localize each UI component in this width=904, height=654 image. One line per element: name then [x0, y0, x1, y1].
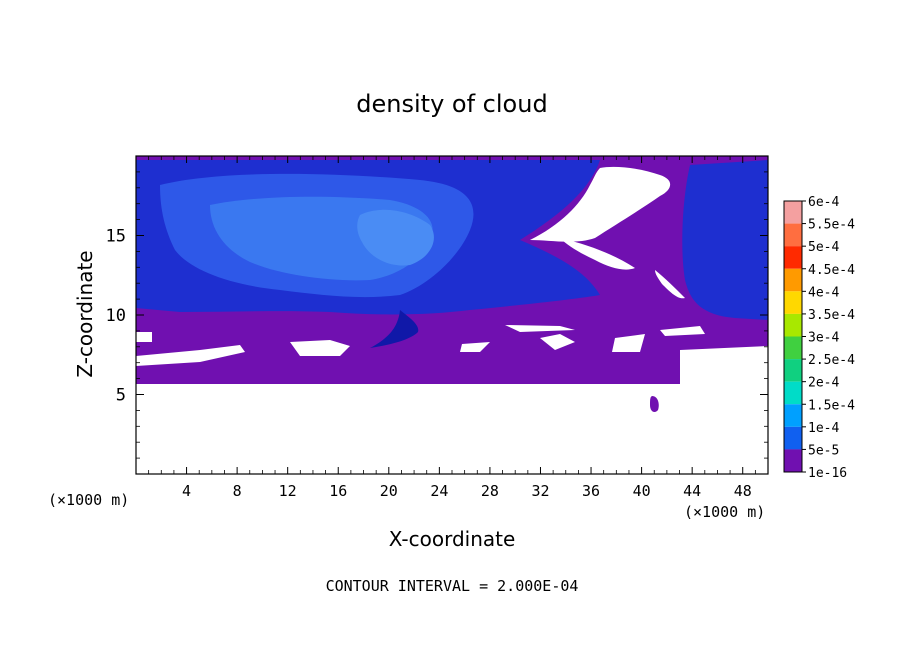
colorbar-label: 4.5e-4 [808, 263, 855, 278]
x-tick-label: 8 [233, 482, 242, 500]
colorbar-label: 1e-4 [808, 421, 839, 436]
white-patch-mid [290, 334, 645, 356]
x-tick-label: 4 [182, 482, 191, 500]
white-patch-right [505, 325, 768, 384]
x-tick-label: 12 [279, 482, 297, 500]
colorbar-swatch [784, 381, 802, 405]
colorbar-label: 5.5e-4 [808, 218, 855, 233]
y-tick-label: 15 [106, 227, 126, 247]
colorbar-swatch [784, 359, 802, 382]
x-axis-ticks: 4 8 12 16 20 24 28 32 36 40 44 48 [148, 156, 756, 500]
colorbar-label: 2.5e-4 [808, 353, 855, 368]
colorbar-swatch [784, 449, 802, 472]
colorbar-swatch [784, 404, 802, 427]
colorbar-swatch [784, 201, 802, 224]
colorbar-label: 1e-16 [808, 466, 847, 481]
x-tick-label: 24 [430, 482, 448, 500]
y-axis-ticks: 5 10 15 [106, 171, 768, 459]
contour-interval-footer: CONTOUR INTERVAL = 2.000E-04 [326, 577, 579, 595]
colorbar-label: 1.5e-4 [808, 398, 855, 413]
blue-cloud-right [682, 160, 768, 320]
chart-title: density of cloud [356, 90, 547, 118]
x-tick-label: 32 [531, 482, 549, 500]
y-tick-label: 10 [106, 306, 126, 326]
colorbar-swatch [784, 426, 802, 450]
colorbar-label: 5e-4 [808, 240, 839, 255]
y-tick-label: 5 [116, 386, 126, 406]
x-tick-label: 16 [329, 482, 347, 500]
colorbar-swatch [784, 336, 802, 360]
colorbar-label: 5e-5 [808, 443, 839, 458]
colorbar-swatch [784, 268, 802, 292]
colorbar-label: 4e-4 [808, 285, 839, 300]
dark-blue-tendril [370, 310, 419, 348]
x-tick-label: 44 [683, 482, 701, 500]
x-tick-label: 20 [380, 482, 398, 500]
x-tick-label: 40 [633, 482, 651, 500]
white-gap-upper [530, 166, 671, 242]
colorbar-swatch [784, 246, 802, 269]
white-gap-arm [560, 238, 635, 270]
colorbar-label: 3e-4 [808, 331, 839, 346]
colorbar-label: 3.5e-4 [808, 308, 855, 323]
x-unit-left: (×1000 m) [48, 491, 129, 509]
x-axis-label: X-coordinate [389, 527, 516, 551]
purple-blob [650, 396, 659, 413]
x-tick-label: 28 [481, 482, 499, 500]
x-tick-label: 48 [734, 482, 752, 500]
y-axis-label: Z-coordinate [73, 250, 97, 377]
x-tick-label: 36 [582, 482, 600, 500]
colorbar-swatch [784, 223, 802, 247]
white-patch-left [136, 332, 245, 366]
core-highlight [357, 209, 434, 266]
colorbar-swatch [784, 313, 802, 337]
density-field [136, 156, 768, 474]
colorbar: 6e-4 5.5e-4 5e-4 4.5e-4 4e-4 3.5e-4 3e-4 2.5e-4… [783, 195, 855, 481]
x-unit-right: (×1000 m) [684, 503, 765, 521]
colorbar-label: 2e-4 [808, 376, 839, 391]
white-gap-small [655, 270, 685, 299]
colorbar-swatch [784, 291, 802, 314]
colorbar-label: 6e-4 [808, 195, 839, 210]
